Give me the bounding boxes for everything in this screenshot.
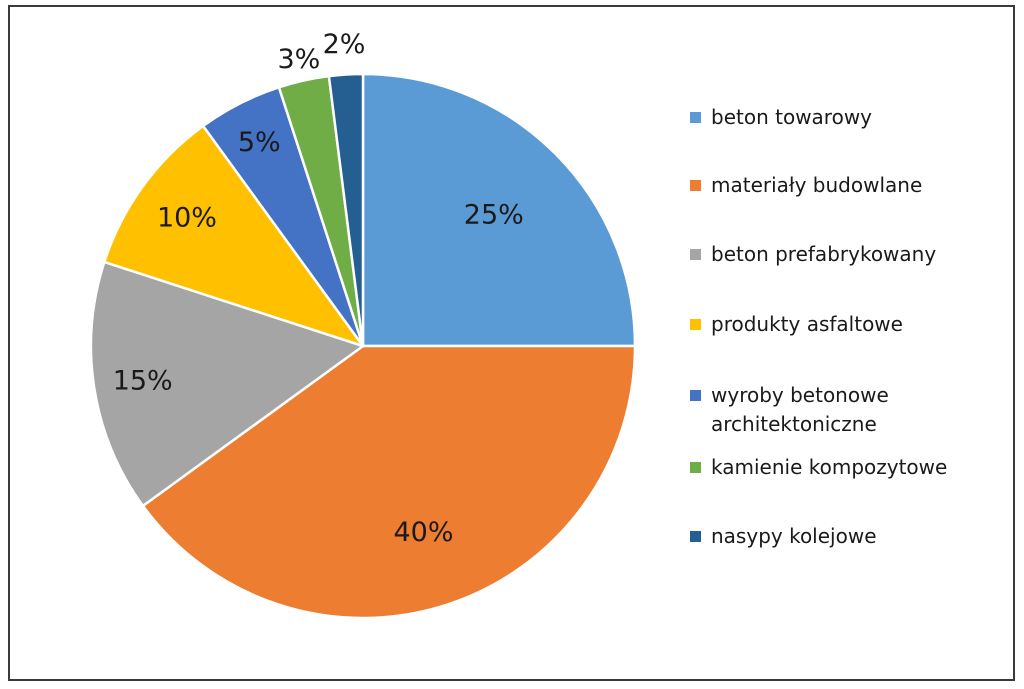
pie-slice-4	[103, 124, 365, 348]
pie-slices	[89, 72, 637, 620]
legend-item-1: beton towarowy	[690, 103, 981, 132]
legend-label: beton towarowy	[711, 105, 873, 129]
legend-item-2: materiały budowlane	[690, 171, 981, 200]
data-label-5: 5%	[238, 127, 281, 158]
legend-swatch	[690, 531, 701, 542]
legend-label: nasypy kolejowe	[711, 524, 877, 548]
legend-swatch	[690, 462, 701, 473]
legend-swatch	[690, 319, 701, 330]
legend-swatch	[690, 112, 701, 123]
legend-swatch	[690, 390, 701, 401]
legend-swatch	[690, 180, 701, 191]
pie-slice-3	[89, 260, 365, 508]
legend-item-7: nasypy kolejowe	[690, 522, 981, 551]
pie-data-labels: 25% 40% 15% 10% 5% 3% 2%	[113, 29, 524, 548]
legend-label: wyroby betonowe architektoniczne	[711, 383, 889, 436]
data-label-7: 2%	[323, 29, 366, 60]
pie-slice-7	[327, 72, 365, 348]
legend-item-3: beton prefabrykowany	[690, 240, 981, 269]
legend-item-5: wyroby betonowe architektoniczne	[690, 381, 981, 439]
legend-label: kamienie kompozytowe	[711, 455, 948, 479]
legend-label: beton prefabrykowany	[711, 242, 937, 266]
pie-slice-1	[361, 72, 637, 348]
legend-item-6: kamienie kompozytowe	[690, 453, 981, 482]
legend-label: materiały budowlane	[711, 173, 923, 197]
data-label-6: 3%	[277, 44, 320, 75]
data-label-3: 15%	[113, 365, 173, 396]
data-label-4: 10%	[157, 203, 217, 234]
pie-slice-2	[141, 344, 637, 620]
legend-swatch	[690, 249, 701, 260]
legend-label: produkty asfaltowe	[711, 312, 903, 336]
data-label-1: 25%	[464, 200, 524, 231]
legend-item-4: produkty asfaltowe	[690, 310, 981, 339]
data-label-2: 40%	[394, 517, 454, 548]
